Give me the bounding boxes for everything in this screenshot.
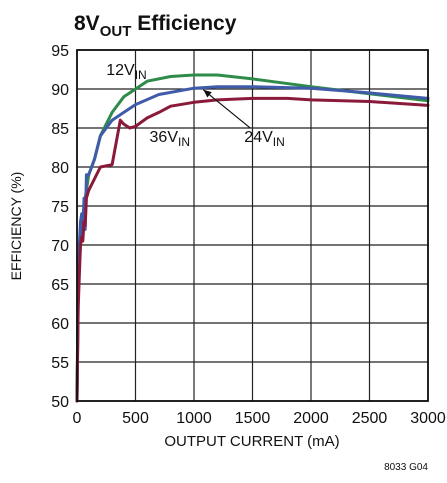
x-tick-label-500: 500 (122, 410, 149, 427)
y-tick-label-60: 60 (51, 316, 69, 333)
chart-title-rest: Efficiency (131, 12, 236, 35)
series-label-12V_IN: 12VIN (106, 62, 146, 82)
chart-title-sub: OUT (100, 23, 132, 40)
y-tick-label-65: 65 (51, 277, 69, 294)
y-tick-label-80: 80 (51, 160, 69, 177)
y-tick-label-50: 50 (51, 394, 69, 411)
y-tick-label-90: 90 (51, 82, 69, 99)
y-tick-label-55: 55 (51, 355, 69, 372)
y-tick-labels: 50 55 60 65 70 75 80 85 90 95 (51, 43, 69, 411)
plot-border (76, 49, 429, 402)
x-tick-labels: 0 500 1000 1500 2000 2500 3000 (73, 410, 446, 427)
x-axis-label: OUTPUT CURRENT (mA) (164, 433, 339, 450)
x-tick-label-1000: 1000 (176, 410, 212, 427)
annotation-arrow-24V_IN (202, 89, 251, 129)
y-tick-label-70: 70 (51, 238, 69, 255)
series-layer (75, 73, 430, 403)
chart-title: 8VOUT Efficiency (74, 12, 237, 40)
y-tick-label-75: 75 (51, 199, 69, 216)
plot-frame (76, 49, 429, 402)
x-tick-label-0: 0 (73, 410, 82, 427)
x-tick-label-2000: 2000 (293, 410, 329, 427)
annotation-arrowhead-24V_IN (203, 89, 212, 98)
series-annotations: 12VIN 36VIN 24VIN (106, 62, 285, 149)
series-line-36V_IN (75, 96, 430, 403)
series-line-24V_IN (75, 85, 430, 403)
chart-title-main: 8V (74, 12, 100, 35)
figure-id: 8033 G04 (384, 462, 428, 473)
x-tick-label-2500: 2500 (352, 410, 388, 427)
y-axis-label: EFFICIENCY (%) (8, 172, 24, 281)
series-label-36V_IN: 36VIN (150, 129, 190, 149)
series-label-24V_IN: 24VIN (244, 129, 284, 149)
x-tick-label-3000: 3000 (410, 410, 446, 427)
x-tick-label-1500: 1500 (235, 410, 271, 427)
y-tick-label-95: 95 (51, 43, 69, 60)
y-tick-label-85: 85 (51, 121, 69, 138)
